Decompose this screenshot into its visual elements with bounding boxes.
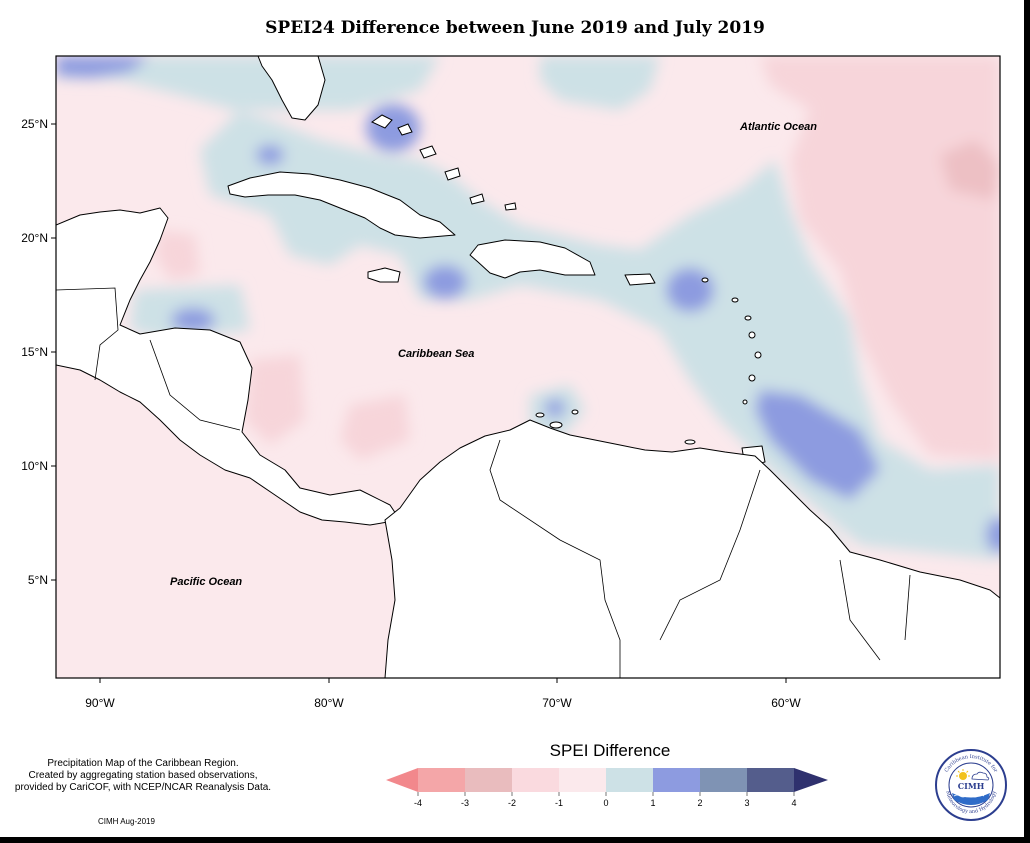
border-honduras [149,339,241,431]
lon-label-60: 60°W [771,696,801,710]
lat-label-10: 10°N [21,459,48,473]
colorbar-seg-4 [559,768,606,792]
lon-label-80: 80°W [314,696,344,710]
field-blue-east-edge [986,517,1000,553]
field-blue-cuba [256,145,284,165]
field-pink-central [245,355,305,445]
colorbar-label-7: 3 [744,798,749,808]
label-caribbean: Caribbean Sea [398,348,474,360]
lat-label-15: 15°N [21,345,48,359]
colorbar-label-8: 4 [791,798,796,808]
island-margarita [684,439,696,445]
island-curacao [549,421,563,429]
island-lesser-5 [754,351,762,359]
colorbar-seg-8 [747,768,794,792]
island-bahamas-1 [371,114,393,129]
field-blue-gulf-corner [56,56,150,78]
colorbar-seg-6 [653,768,700,792]
land-cuba [227,171,456,239]
colorbar-label-3: -1 [555,798,563,808]
wave-line-icon [953,794,985,798]
island-turks [504,202,517,211]
border-colombia-venezuela [489,439,621,678]
colorbar-seg-9 [794,768,828,792]
map-border [55,55,1001,679]
island-lesser-6 [748,374,756,382]
island-aruba [535,412,545,418]
field-blue-pr [666,268,714,312]
logo-abbr: CIMH [958,781,985,791]
field-lightblue-north [540,56,660,110]
island-bahamas-2 [397,123,413,136]
island-lesser-7 [742,399,748,405]
credit-text: CIMH Aug-2019 [98,817,155,826]
island-lesser-1 [701,277,709,283]
colorbar-seg-7 [700,768,747,792]
border-guyanas [839,559,911,661]
colorbar-seg-5 [606,768,653,792]
colorbar-label-0: -4 [414,798,422,808]
field-blue-honduras [171,308,215,332]
colorbar-seg-2 [465,768,512,792]
sun-icon [959,772,967,780]
lon-label-90: 90°W [85,696,115,710]
lon-label-70: 70°W [542,696,572,710]
colorbar-label-2: -2 [508,798,516,808]
map-title: SPEI24 Difference between June 2019 and … [265,18,765,38]
island-lesser-3 [744,315,752,321]
field-pink-yucatan [155,230,200,280]
info-line-3: provided by CariCOF, with NCEP/NCAR Rean… [14,782,272,793]
land-central-america [56,207,401,526]
island-bahamas-4 [444,167,461,181]
colorbar-seg-3 [512,768,559,792]
border-venezuela-guyana [659,469,761,641]
land-florida [257,56,326,121]
land-puerto-rico [624,273,656,286]
label-atlantic: Atlantic Ocean [739,121,817,133]
cimh-logo: Caribbean Institute for Meteorology and … [935,749,1007,821]
island-lesser-2 [731,297,739,303]
label-pacific: Pacific Ocean [170,576,242,588]
legend-title: SPEI Difference [549,741,671,760]
land-jamaica [367,267,401,283]
colorbar-label-6: 2 [697,798,702,808]
waves-icon [952,793,990,805]
border-yucatan [56,287,119,381]
colorbar-seg-0 [386,768,418,792]
island-lesser-4 [748,331,756,339]
field-pink-atlantic [760,56,1000,460]
colorbar-label-1: -3 [461,798,469,808]
land-south-america [384,419,1000,678]
field-blue-curacao [545,399,565,417]
island-bahamas-3 [419,145,437,159]
info-line-2: Created by aggregating station based obs… [28,770,258,781]
field-pink-sea [340,395,410,460]
colorbar-seg-1 [418,768,465,792]
lat-label-25: 25°N [21,117,48,131]
land-hispaniola [469,239,596,279]
island-bonaire [571,409,579,415]
info-line-1: Precipitation Map of the Caribbean Regio… [47,758,239,769]
colorbar-label-4: 0 [603,798,608,808]
cloud-icon [971,771,990,781]
field-blue-haiti [423,265,467,299]
colorbar-label-5: 1 [650,798,655,808]
lat-label-20: 20°N [21,231,48,245]
field-blue-bahamas [366,104,420,152]
colorbar [386,768,828,792]
field-blue-trinidad [755,390,880,500]
lat-label-5: 5°N [28,573,48,587]
island-bahamas-5 [469,193,485,205]
info-text: Precipitation Map of the Caribbean Regio… [6,758,280,794]
field-darkpink-atlantic [940,140,1000,200]
sun-rays-icon [956,769,970,777]
